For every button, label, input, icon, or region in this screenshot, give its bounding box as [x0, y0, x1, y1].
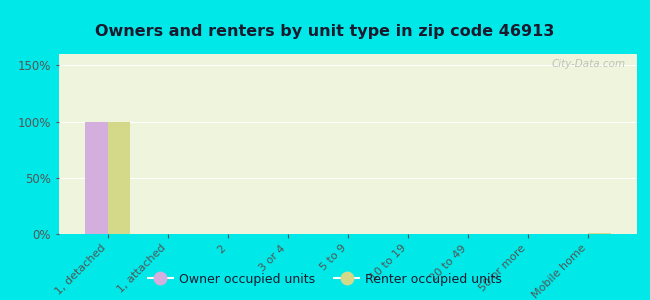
Bar — [108, 122, 131, 234]
Legend: Owner occupied units, Renter occupied units: Owner occupied units, Renter occupied un… — [143, 268, 507, 291]
Text: City-Data.com: City-Data.com — [551, 59, 625, 69]
Bar — [588, 233, 611, 234]
Bar — [84, 122, 108, 234]
Text: Owners and renters by unit type in zip code 46913: Owners and renters by unit type in zip c… — [96, 24, 554, 39]
